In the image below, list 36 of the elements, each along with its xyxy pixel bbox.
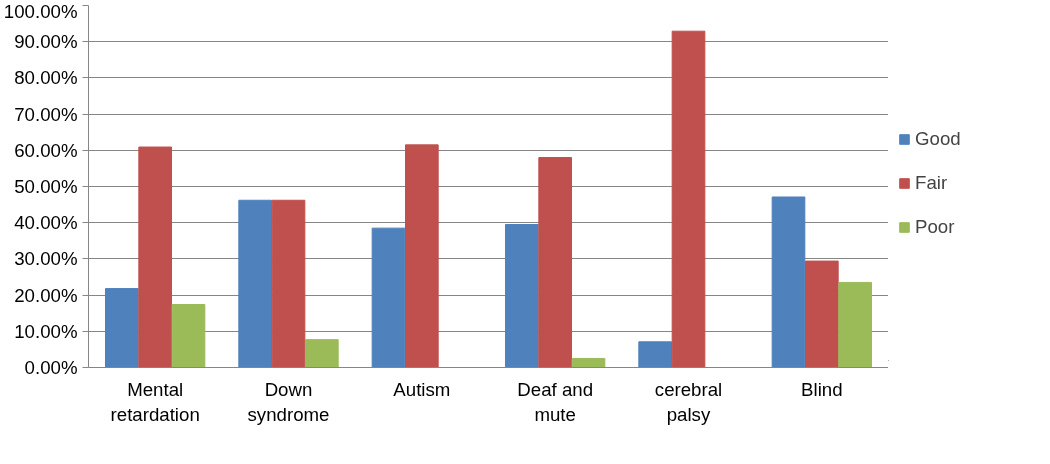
bar (238, 199, 272, 368)
legend-label: Good (915, 127, 961, 150)
y-tick-label: 50.00% (14, 176, 78, 197)
x-tick-label: Mental retardation (110, 378, 200, 425)
bar (105, 288, 139, 368)
bar (171, 304, 206, 368)
x-tick-label: Down syndrome (247, 378, 330, 425)
y-tick-label: 30.00% (14, 248, 78, 270)
x-tick-label: Blind (801, 378, 843, 400)
bar (138, 146, 172, 368)
bar (638, 341, 672, 368)
y-tick-label: 80.00% (14, 67, 78, 89)
x-tick-label: Autism (393, 378, 451, 400)
bar (538, 157, 572, 368)
bar (838, 281, 872, 368)
bar (271, 199, 306, 368)
bar (805, 260, 839, 368)
y-tick-label: 100.00% (3, 0, 78, 22)
y-tick-label: 70.00% (14, 103, 78, 125)
y-tick-label: 0.00% (24, 357, 78, 378)
legend-label: Poor (915, 215, 955, 238)
bar (571, 357, 606, 368)
bar (371, 227, 406, 368)
bar (505, 224, 539, 368)
y-tick-label: 20.00% (14, 284, 78, 306)
bar (671, 30, 706, 368)
legend-label: Fair (915, 171, 948, 194)
bar (771, 196, 806, 368)
x-tick-label: Deaf and mute (517, 378, 594, 425)
bar (405, 144, 439, 368)
bar (305, 339, 339, 368)
y-tick-label: 40.00% (14, 212, 78, 234)
y-tick-label: 60.00% (14, 139, 78, 161)
x-tick-label: cerebral palsy (654, 378, 723, 425)
y-tick-label: 10.00% (14, 320, 78, 342)
y-tick-label: 90.00% (14, 31, 78, 53)
